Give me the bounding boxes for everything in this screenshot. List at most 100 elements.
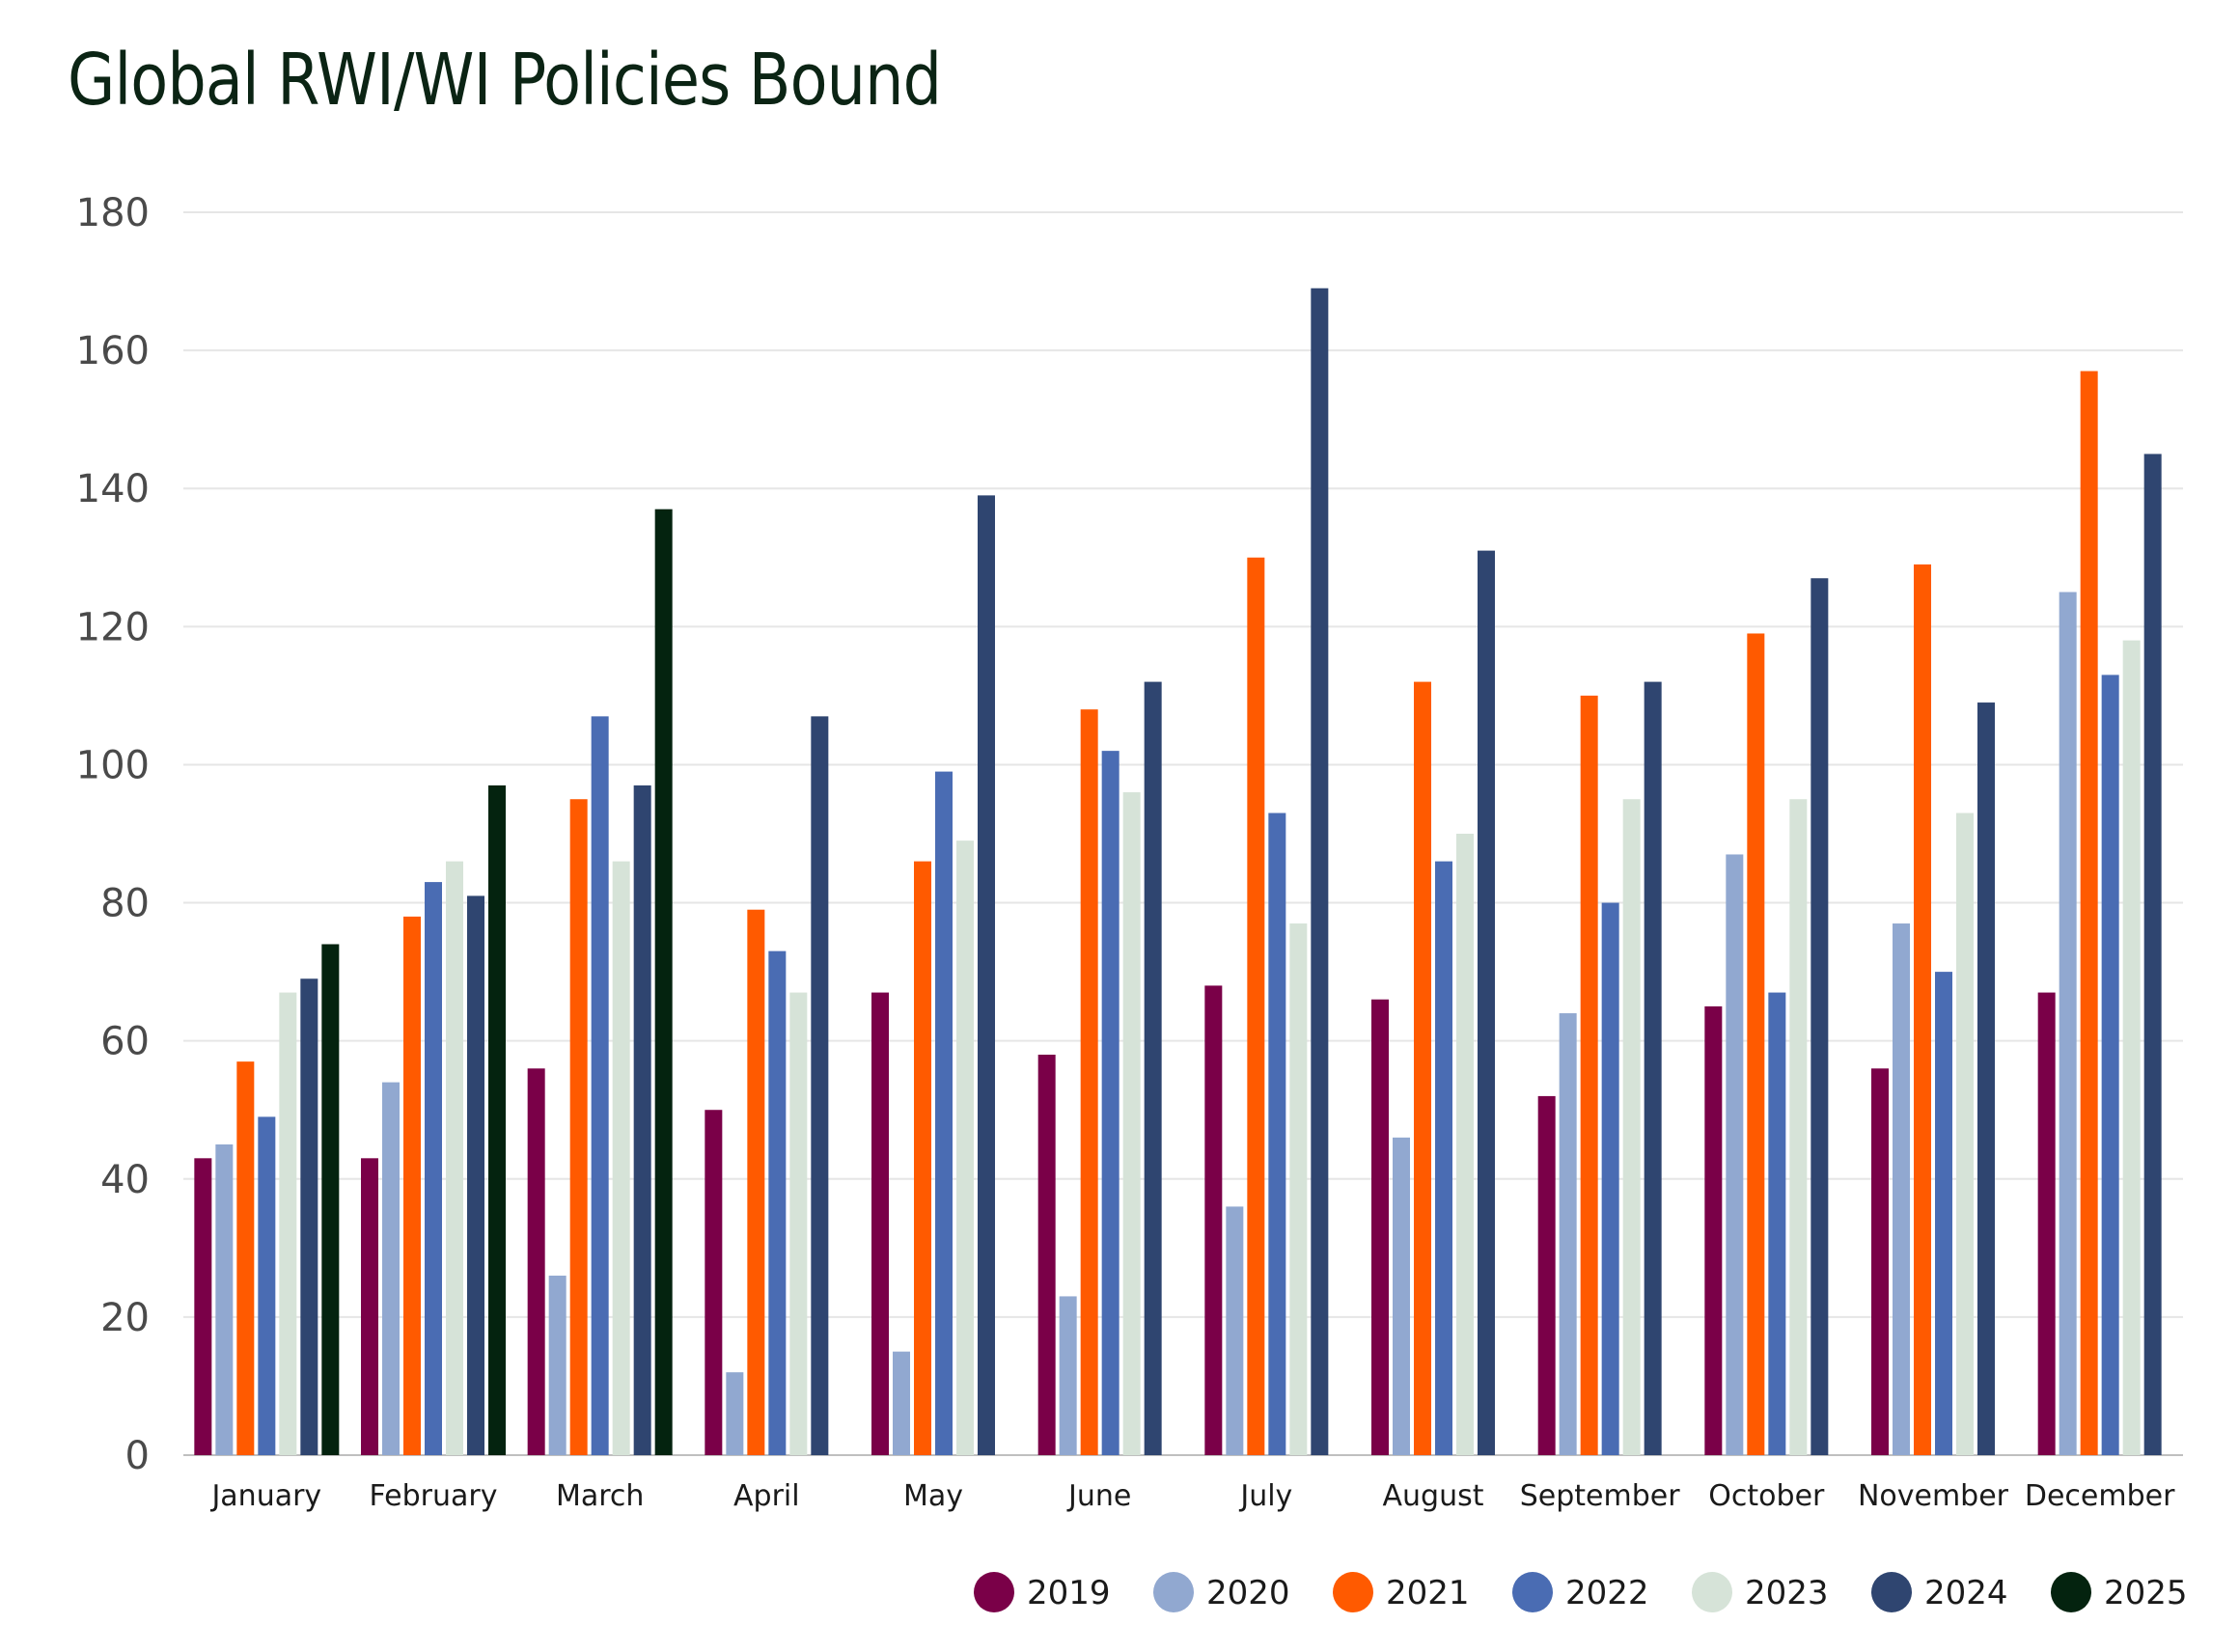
bar-2024-november [1977,702,1995,1455]
x-tick-label: June [1066,1479,1131,1513]
y-tick-label: 20 [100,1296,150,1340]
x-tick-label: January [209,1479,321,1513]
y-tick-label: 80 [100,882,150,926]
bar-2025-february [488,785,506,1455]
bar-2022-june [1101,751,1120,1455]
legend-label-2022: 2022 [1565,1574,1649,1612]
legend-label-2021: 2021 [1386,1574,1470,1612]
bar-2024-march [633,785,651,1455]
bar-2020-september [1559,1013,1577,1455]
bar-2022-january [258,1116,276,1455]
bar-2021-august [1414,681,1431,1455]
bar-2021-january [236,1061,255,1455]
bar-2019-august [1371,999,1389,1455]
legend-swatch-2019 [974,1572,1014,1612]
y-tick-label: 60 [100,1020,150,1064]
bar-2021-april [747,909,765,1455]
bar-2023-march [612,861,630,1455]
bar-2021-february [403,916,421,1455]
bar-2024-october [1811,578,1829,1455]
bar-2021-november [1914,564,1931,1455]
bar-2024-january [300,978,318,1455]
bar-2024-june [1144,681,1162,1455]
y-tick-label: 40 [100,1158,150,1202]
bar-2021-july [1247,557,1265,1455]
bar-2025-march [654,509,673,1455]
bar-2020-january [215,1144,234,1455]
legend-label-2024: 2024 [1924,1574,2008,1612]
bar-2022-april [768,950,787,1455]
x-tick-label: September [1520,1479,1680,1513]
x-tick-label: August [1383,1479,1484,1513]
bar-2020-july [1226,1206,1244,1455]
bar-2020-november [1893,923,1910,1455]
y-tick-label: 0 [125,1434,150,1478]
bar-2023-may [956,840,974,1455]
bar-2022-august [1435,861,1452,1455]
bar-2024-december [2143,454,2162,1455]
bar-2024-may [978,495,995,1455]
legend-label-2020: 2020 [1206,1574,1290,1612]
legend: 2019 2020 2021 2022 2023 2024 2025 [974,1572,2188,1612]
x-tick-label: December [2025,1479,2175,1513]
bar-2020-december [2059,592,2077,1455]
legend-swatch-2025 [2051,1572,2091,1612]
y-tick-label: 120 [76,605,150,649]
bar-2022-november [1935,972,1952,1455]
x-axis: January February March April May June July Augu… [209,1479,2175,1513]
bar-2024-august [1478,550,1495,1455]
chart-title: Global RWI/WI Policies Bound [68,39,942,122]
bar-2020-august [1393,1137,1410,1455]
bar-2019-february [361,1158,378,1455]
legend-swatch-2023 [1692,1572,1732,1612]
legend-label-2019: 2019 [1027,1574,1111,1612]
bar-2021-december [2080,371,2098,1456]
bar-2020-october [1726,854,1744,1455]
bar-2023-november [1956,812,1974,1455]
y-axis: 0 20 40 60 80 100 120 140 160 180 [76,191,2183,1478]
bar-2019-april [705,1110,723,1455]
bar-2024-april [811,716,829,1455]
bar-2023-february [446,861,463,1455]
bar-2021-october [1747,633,1765,1455]
bar-2021-may [914,861,931,1455]
bar-2019-july [1204,985,1223,1455]
bar-2023-september [1622,799,1641,1455]
bar-2019-may [871,992,889,1455]
bar-2020-june [1059,1296,1077,1455]
bar-2024-february [467,895,484,1455]
x-tick-label: April [733,1479,800,1513]
bar-2023-january [279,992,297,1455]
bar-2023-june [1122,792,1141,1455]
bar-2020-may [893,1351,910,1455]
bar-2019-june [1037,1054,1056,1455]
y-tick-label: 100 [76,743,150,787]
legend-swatch-2021 [1333,1572,1373,1612]
bar-2022-may [935,771,953,1455]
legend-label-2023: 2023 [1745,1574,1829,1612]
bar-2022-october [1768,992,1786,1455]
x-tick-label: October [1708,1479,1825,1513]
bar-2024-july [1311,288,1329,1455]
bar-2019-march [527,1068,545,1455]
bar-2023-july [1289,923,1308,1455]
bar-2021-september [1580,695,1598,1455]
x-tick-label: July [1238,1479,1292,1513]
bar-2019-december [2037,992,2056,1455]
bar-2022-july [1268,812,1286,1455]
bar-2022-december [2101,675,2119,1455]
legend-swatch-2022 [1512,1572,1553,1612]
legend-label-2025: 2025 [2104,1574,2188,1612]
bar-2023-october [1789,799,1808,1455]
x-tick-label: November [1858,1479,2009,1513]
bar-2019-november [1871,1068,1889,1455]
x-tick-label: May [903,1479,963,1513]
gridlines [183,211,2183,1318]
bar-2020-march [548,1275,567,1455]
bar-2023-december [2122,640,2141,1455]
bar-2019-january [194,1158,212,1455]
bar-2022-september [1601,902,1619,1455]
bar-2023-april [789,992,808,1455]
bar-2023-august [1456,834,1474,1455]
